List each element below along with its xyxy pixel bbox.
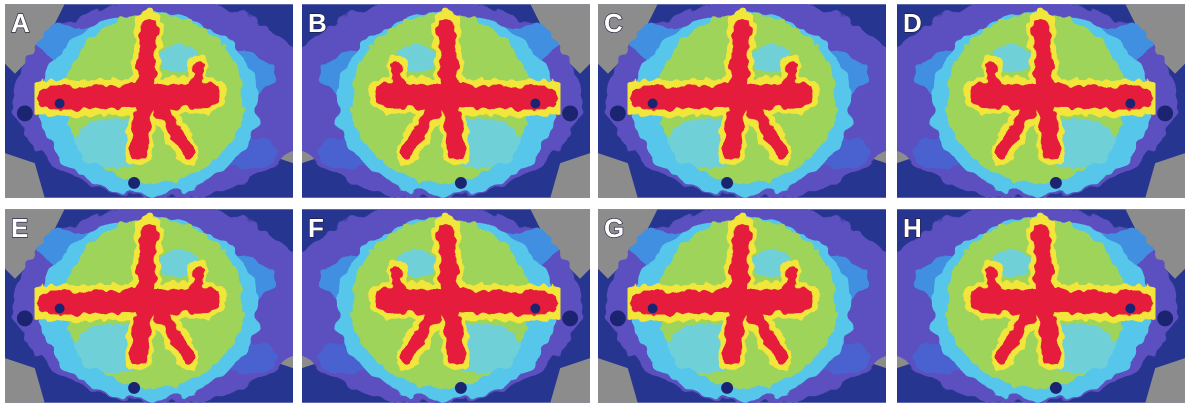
figure: A B C D E F G H	[0, 0, 1186, 407]
panel: E	[5, 204, 313, 403]
scan-image	[5, 0, 313, 198]
panel-label: F	[308, 213, 324, 243]
panel-label: D	[903, 8, 922, 38]
panel: G	[598, 204, 906, 403]
scan-image	[5, 204, 313, 403]
scan-image	[877, 204, 1185, 403]
panel-label: E	[11, 213, 28, 243]
scan-image	[598, 204, 906, 403]
panel: B	[282, 0, 590, 198]
panel-label: A	[11, 8, 30, 38]
scan-image	[282, 0, 590, 198]
panel-label: C	[604, 8, 623, 38]
panel-label: B	[308, 8, 327, 38]
panel: C	[598, 0, 906, 198]
scan-image	[282, 204, 590, 403]
panel-label: H	[903, 213, 922, 243]
panel: F	[282, 204, 590, 403]
panel: H	[877, 204, 1185, 403]
panel: A	[5, 0, 313, 198]
scan-image	[877, 0, 1185, 198]
panel-label: G	[604, 213, 624, 243]
panel: D	[877, 0, 1185, 198]
scan-image	[598, 0, 906, 198]
